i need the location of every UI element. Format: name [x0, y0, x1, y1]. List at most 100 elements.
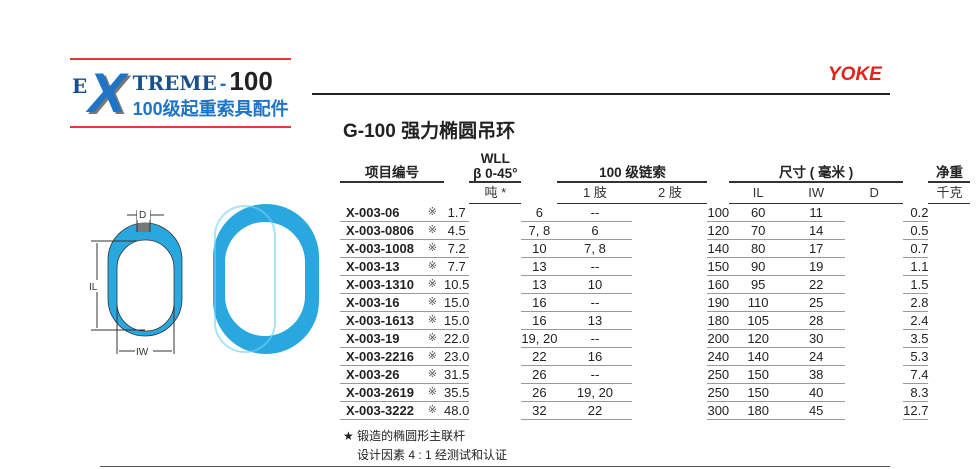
il-cell: 200 — [707, 331, 730, 348]
header-wll: WLL β 0-45° — [469, 146, 522, 183]
wll-cell: 7.7 — [444, 258, 470, 276]
leg1-cell: 19, 20 — [521, 331, 558, 348]
wll-cell: 23.0 — [444, 349, 470, 366]
wll-cell: 22.0 — [444, 331, 470, 348]
spec-table: 项目编号 WLL β 0-45° 100 级链索 尺寸 ( 毫米 ) 净重 吨 *… — [340, 146, 971, 420]
weight-cell: 3.5 — [903, 330, 929, 348]
leg2-cell: 6 — [557, 222, 633, 240]
leg1-cell: 10 — [521, 240, 558, 258]
mark-cell: ※ — [427, 294, 444, 312]
d-cell: 11 — [787, 204, 846, 222]
item-code-cell: X-003-19 — [340, 330, 428, 348]
mark-cell: ※ — [427, 384, 444, 402]
leg1-cell: 6 — [521, 204, 558, 222]
weight-cell: 7.4 — [903, 366, 929, 384]
leg2-cell: -- — [557, 258, 633, 276]
iw-cell: 150 — [729, 366, 788, 384]
item-code-cell: X-003-2216 — [340, 348, 428, 366]
d-cell: 25 — [787, 294, 846, 312]
item-code-cell: X-003-1613 — [340, 312, 428, 330]
leg2-cell: -- — [557, 330, 633, 348]
leg1-cell: 22 — [521, 348, 558, 366]
iw-cell: 180 — [729, 402, 788, 420]
mark-cell: ※ — [427, 222, 444, 240]
wll-cell: 1.7 — [444, 204, 470, 222]
leg1-cell: 26 — [521, 366, 558, 384]
d-cell: 19 — [787, 258, 846, 276]
master-link-photo — [213, 204, 319, 354]
iw-cell: 140 — [729, 348, 788, 366]
item-code-cell: X-003-13 — [340, 258, 428, 276]
table-row: X-003-1613 ※ 15.0 16 13 180 105 28 2.4 — [340, 312, 970, 330]
logo-dash: - — [219, 72, 227, 95]
weight-cell: 12.7 — [903, 403, 929, 420]
leg2-cell: 19, 20 — [557, 384, 633, 402]
weight-cell: 8.3 — [903, 384, 929, 402]
il-cell: 300 — [707, 403, 730, 420]
iw-cell: 120 — [729, 330, 788, 348]
mark-cell: ※ — [427, 204, 444, 222]
logo-wordmark: TREME - 100 — [133, 67, 289, 98]
mark-cell: ※ — [427, 402, 444, 420]
iw-cell: 70 — [729, 222, 788, 240]
il-label: IL — [89, 282, 98, 293]
item-code-cell: X-003-3222 — [340, 402, 428, 420]
page-title: G-100 强力椭圆吊环 — [343, 121, 516, 142]
leg1-cell: 7, 8 — [521, 222, 558, 240]
table-row: X-003-19 ※ 22.0 19, 20 -- 200 120 30 3.5 — [340, 330, 970, 348]
logo-subtitle: 100级起重索具配件 — [132, 98, 289, 119]
wll-cell: 15.0 — [444, 313, 470, 330]
table-row: X-003-16 ※ 15.0 16 -- 190 110 25 2.8 — [340, 294, 970, 312]
d-cell: 14 — [787, 222, 846, 240]
logo-number: 100 — [229, 65, 273, 96]
d-cell: 17 — [787, 240, 846, 258]
logo-text-column: TREME - 100 100级起重索具配件 — [133, 67, 289, 120]
item-code-cell: X-003-1310 — [340, 276, 428, 294]
extreme-100-logo: E X TREME - 100 100级起重索具配件 — [70, 58, 291, 128]
header-dims: 尺寸 ( 毫米 ) — [729, 146, 904, 183]
iw-cell: 95 — [729, 276, 788, 294]
mark-cell: ※ — [427, 258, 444, 276]
d-cell: 38 — [787, 366, 846, 384]
header-weight: 净重 — [928, 146, 971, 183]
sub-kg: 千克 — [928, 183, 971, 204]
table-row: X-003-2216 ※ 23.0 22 16 240 140 24 5.3 — [340, 348, 970, 366]
leg2-cell: 7, 8 — [557, 240, 633, 258]
header-wll-angle: β 0-45° — [473, 166, 518, 181]
weight-cell: 1.5 — [903, 276, 929, 294]
master-link-illustrations: D IL IW — [89, 204, 319, 358]
il-cell: 190 — [707, 295, 730, 312]
iw-cell: 90 — [729, 258, 788, 276]
item-code-cell: X-003-06 — [340, 204, 428, 222]
d-cell: 40 — [787, 384, 846, 402]
table-row: X-003-2619 ※ 35.5 26 19, 20 250 150 40 8.3 — [340, 384, 970, 402]
table-row: X-003-26 ※ 31.5 26 -- 250 150 38 7.4 — [340, 366, 970, 384]
logo-e: E — [72, 74, 88, 98]
leg2-cell: -- — [557, 204, 633, 222]
wll-cell: 48.0 — [444, 403, 470, 420]
d-cell: 22 — [787, 276, 846, 294]
wll-cell: 4.5 — [444, 222, 470, 240]
leg1-cell: 16 — [521, 312, 558, 330]
header-wll-label: WLL — [480, 151, 510, 166]
weight-cell: 1.1 — [903, 258, 929, 276]
d-cell: 45 — [787, 402, 846, 420]
table-row: X-003-06 ※ 1.7 6 -- 100 60 11 0.2 — [340, 204, 970, 222]
table-row: X-003-3222 ※ 48.0 32 22 300 180 45 12.7 — [340, 402, 970, 420]
il-cell: 120 — [707, 223, 730, 240]
wll-cell: 31.5 — [444, 367, 470, 384]
d-cell: 24 — [787, 348, 846, 366]
sub-il: IL — [729, 183, 788, 204]
item-code-cell: X-003-16 — [340, 294, 428, 312]
dimension-diagram: D IL IW — [89, 208, 183, 358]
logo-treme: TREME — [132, 70, 217, 95]
mark-cell: ※ — [427, 276, 444, 294]
leg2-cell: -- — [557, 294, 633, 312]
footer-rule — [100, 466, 890, 467]
wll-cell: 10.5 — [444, 277, 470, 294]
item-code-cell: X-003-26 — [340, 366, 428, 384]
item-code-cell: X-003-0806 — [340, 222, 428, 240]
il-cell: 250 — [707, 385, 730, 402]
sub-iw: IW — [787, 183, 846, 204]
wll-cell: 15.0 — [444, 295, 470, 312]
